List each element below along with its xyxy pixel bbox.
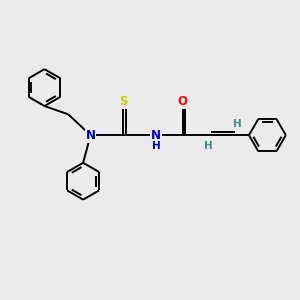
Text: S: S — [119, 95, 128, 108]
Text: H: H — [152, 140, 160, 151]
Text: H: H — [204, 141, 212, 152]
Text: N: N — [151, 129, 161, 142]
Text: O: O — [178, 95, 188, 108]
Text: H: H — [233, 119, 242, 129]
Text: N: N — [85, 129, 96, 142]
